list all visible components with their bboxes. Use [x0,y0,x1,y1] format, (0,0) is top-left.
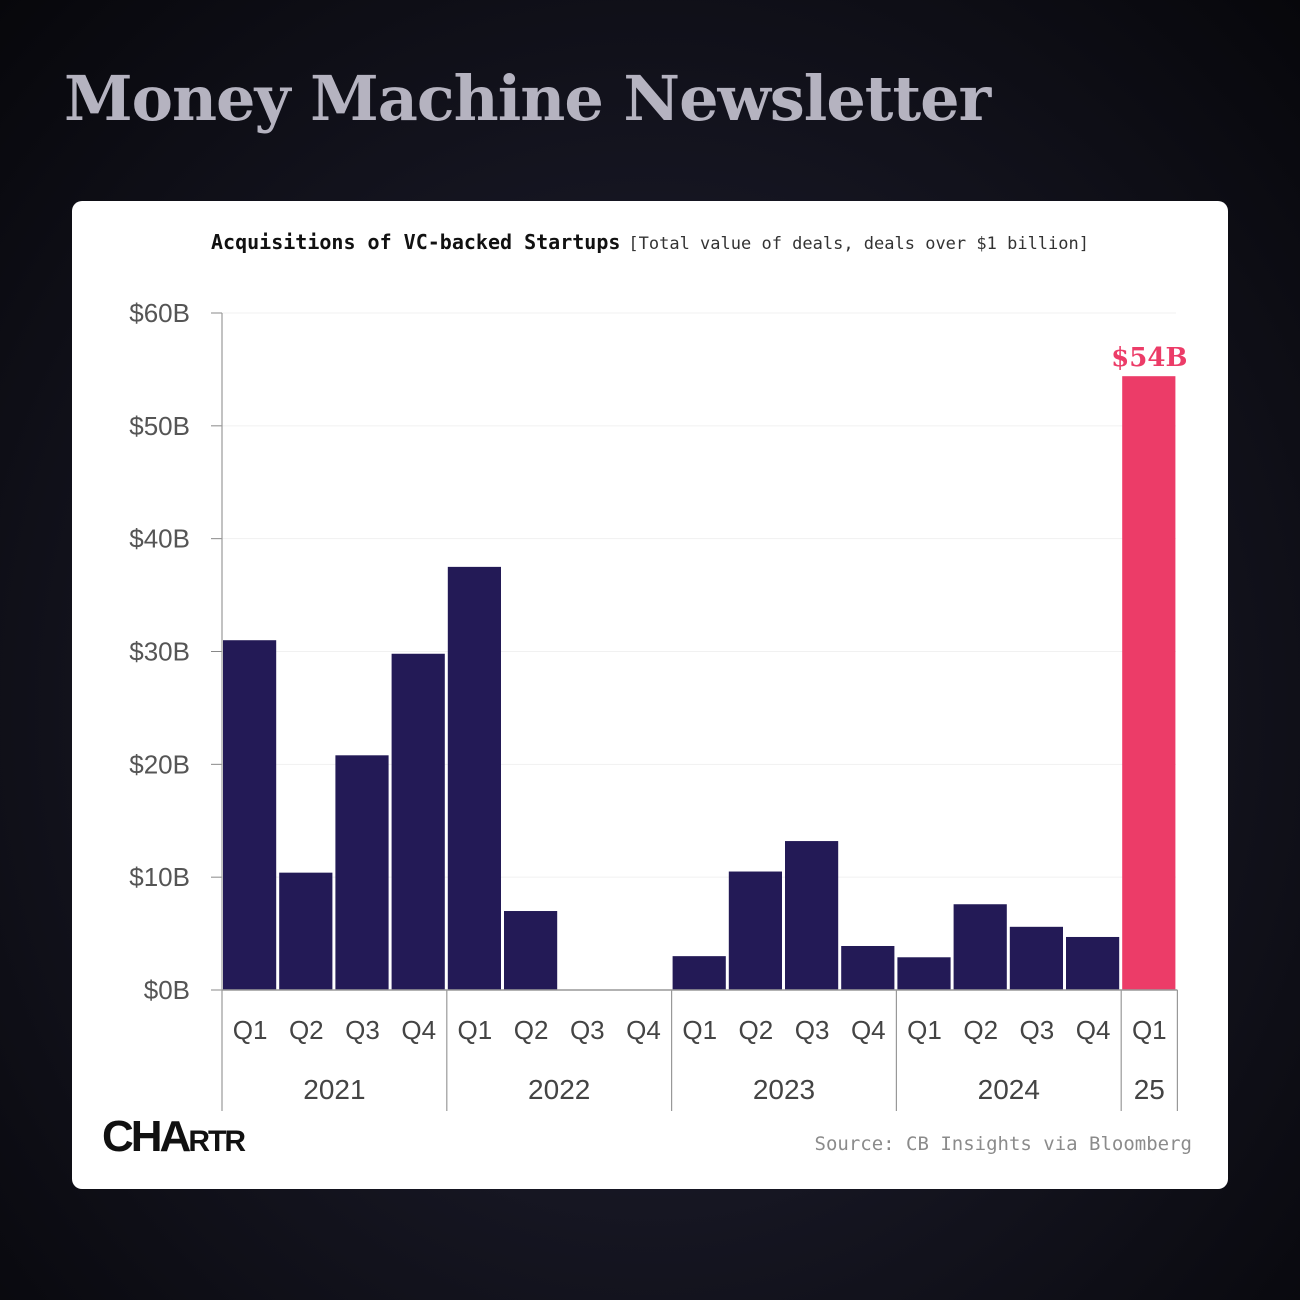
x-tick-label: Q1 [233,1015,268,1045]
group-label: 25 [1134,1074,1165,1105]
bar [1122,376,1176,990]
x-tick-label: Q4 [401,1015,436,1045]
newsletter-title: Money Machine Newsletter [64,62,991,135]
y-tick-label: $20B [129,749,190,779]
group-label: 2022 [528,1074,590,1105]
bar [335,755,389,990]
x-tick-label: Q3 [345,1015,380,1045]
chart-header: Acquisitions of VC-backed Startups [Total… [72,230,1228,254]
x-tick-label: Q4 [1076,1015,1111,1045]
chart-card: Acquisitions of VC-backed Startups [Total… [72,201,1228,1189]
bar [953,904,1007,990]
y-tick-label: $30B [129,637,190,667]
chartr-logo: CHARTR [102,1112,246,1161]
y-tick-label: $0B [144,975,190,1005]
x-tick-label: Q3 [570,1015,605,1045]
chart-title: Acquisitions of VC-backed Startups [211,230,621,254]
x-tick-label: Q4 [626,1015,661,1045]
source-note: Source: CB Insights via Bloomberg [814,1133,1193,1155]
bar-chart: $0B $10B $20B $30B $40B $50B $60B Q1 Q2 Q3 Q4 Q1 Q2 Q… [129,298,1187,1111]
value-annotation: $54B [1111,343,1187,373]
bar [841,945,895,990]
bar [504,911,558,990]
x-tick-label: Q2 [963,1015,998,1045]
y-tick-label: $60B [129,298,190,328]
x-tick-label: Q1 [682,1015,717,1045]
bar [1066,936,1120,990]
group-label: 2023 [753,1074,815,1105]
bar [279,872,333,990]
bar [391,653,445,990]
x-tick-label: Q2 [739,1015,774,1045]
x-tick-label: Q1 [1132,1015,1167,1045]
y-tick-label: $40B [129,524,190,554]
bar [447,566,501,990]
bar [897,957,951,990]
x-tick-label: Q3 [795,1015,830,1045]
x-tick-label: Q2 [289,1015,324,1045]
group-label: 2021 [303,1074,365,1105]
chart-subtitle: [Total value of deals, deals over $1 bil… [628,234,1089,254]
bar [728,871,782,990]
group-label: 2024 [978,1074,1040,1105]
bar [1009,926,1063,990]
x-tick-label: Q2 [514,1015,549,1045]
x-tick-label: Q1 [907,1015,942,1045]
x-tick-label: Q1 [458,1015,493,1045]
y-tick-label: $10B [129,862,190,892]
x-tick-label: Q3 [1020,1015,1055,1045]
x-tick-label: Q4 [851,1015,886,1045]
y-tick-label: $50B [129,411,190,441]
bar [672,956,726,990]
bar [785,841,839,990]
bar [223,640,277,990]
